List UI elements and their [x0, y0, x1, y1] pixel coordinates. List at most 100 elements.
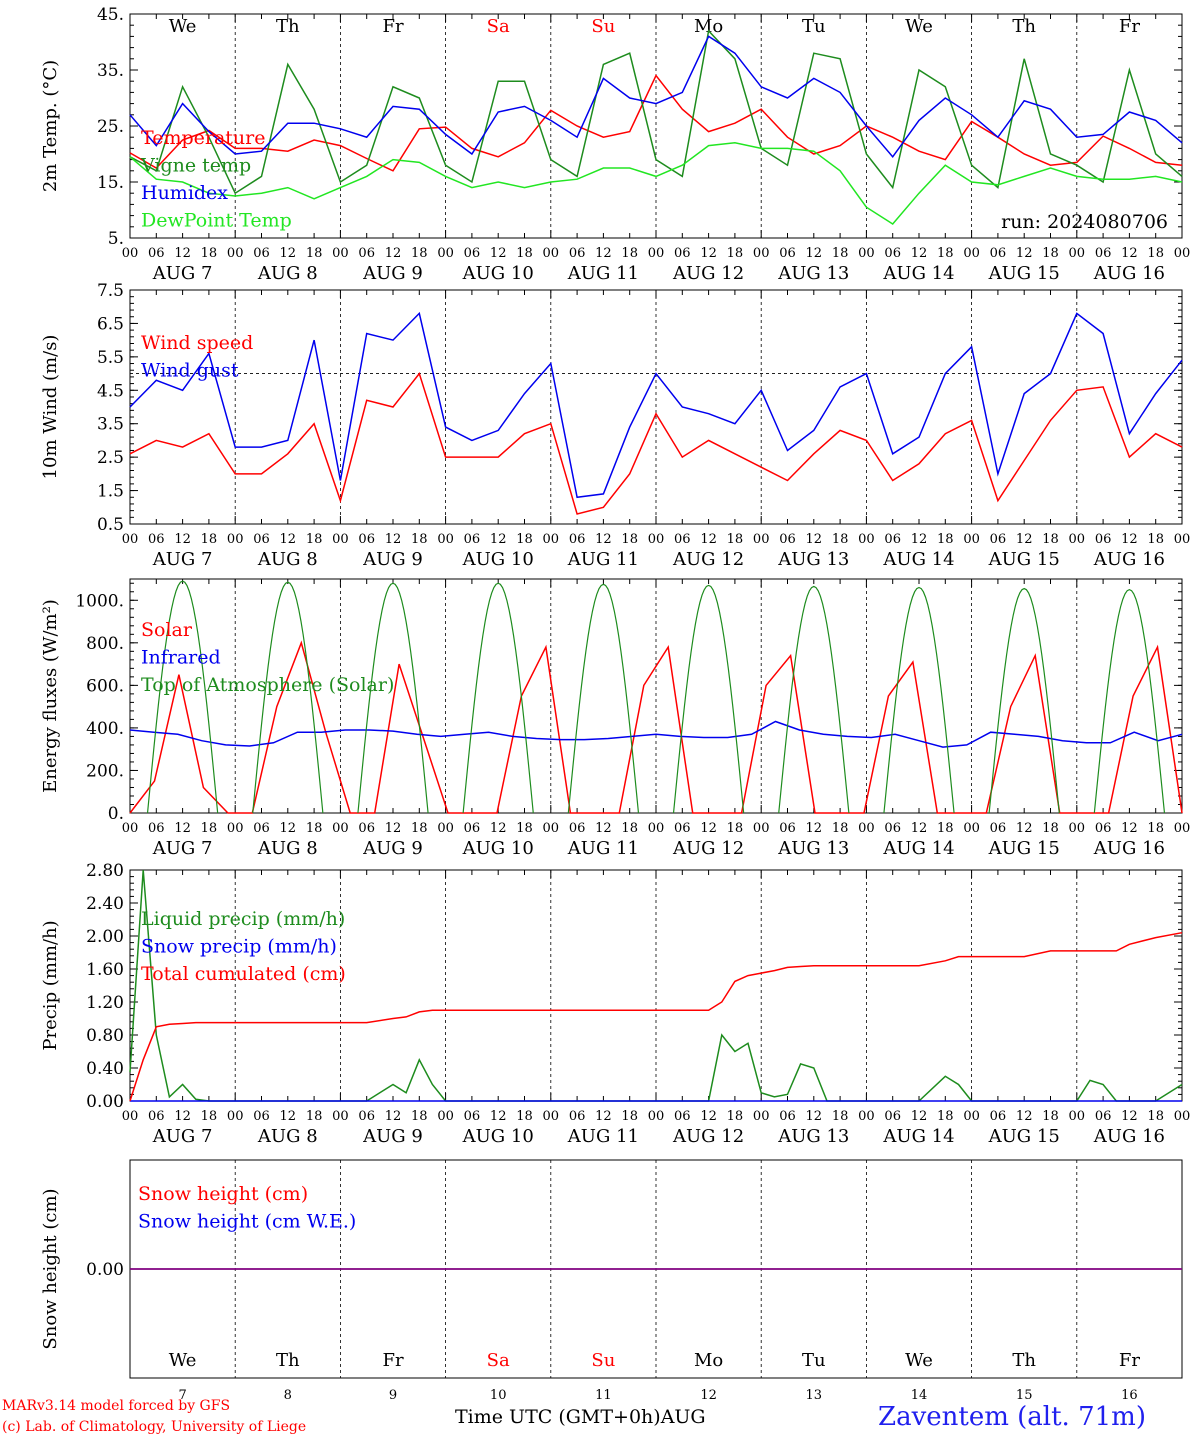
hour-label: 18: [516, 246, 533, 261]
hour-label: 12: [595, 821, 612, 836]
time-axis-label: Time UTC (GMT+0h)AUG: [455, 1406, 706, 1428]
hour-label: 00: [332, 1109, 349, 1124]
day-label: AUG 13: [777, 549, 849, 570]
day-number-label: 10: [490, 1388, 507, 1403]
day-label: AUG 7: [152, 549, 213, 570]
hour-label: 06: [464, 821, 481, 836]
legend-wind-speed: Wind speed: [141, 332, 253, 354]
weekday-label: Fr: [382, 1350, 403, 1371]
series-infrared: [129, 720, 1183, 748]
hour-label: 00: [1174, 532, 1191, 547]
y-tick-label: 4.5: [97, 381, 124, 401]
hour-label: 00: [1174, 821, 1191, 836]
hour-label: 18: [937, 1109, 954, 1124]
legend-dewpoint-temp: DewPoint Temp: [141, 210, 292, 232]
hour-label: 06: [779, 1109, 796, 1124]
hour-label: 18: [516, 1109, 533, 1124]
legend-snow-precip-mm-h-: Snow precip (mm/h): [141, 936, 337, 958]
weekday-label: We: [169, 1350, 197, 1371]
series-toa-day-0: [146, 580, 219, 814]
hour-label: 12: [1016, 246, 1033, 261]
weekday-label: We: [905, 16, 933, 37]
hour-label: 18: [1042, 532, 1059, 547]
legend-total-cumulated-cm-: Total cumulated (cm): [141, 963, 346, 985]
hour-label: 00: [858, 1109, 875, 1124]
series-wind-speed: [129, 372, 1183, 515]
hour-label: 00: [122, 246, 139, 261]
day-label: AUG 13: [777, 838, 849, 859]
hour-label: 12: [1016, 1109, 1033, 1124]
day-label: AUG 11: [567, 1126, 639, 1147]
y-tick-label: 1.60: [86, 960, 124, 980]
y-tick-label: 0.80: [86, 1026, 124, 1046]
hour-label: 12: [490, 532, 507, 547]
hour-label: 12: [700, 1109, 717, 1124]
hour-label: 18: [832, 246, 849, 261]
day-label: AUG 16: [1093, 838, 1165, 859]
hour-label: 06: [674, 1109, 691, 1124]
day-number-label: 8: [284, 1388, 292, 1403]
y-tick-label: 2.5: [97, 448, 124, 468]
y-tick-label: 3.5: [97, 415, 124, 435]
day-label: AUG 7: [152, 1126, 213, 1147]
y-tick-label: 7.5: [97, 281, 124, 301]
hour-label: 18: [832, 532, 849, 547]
series-toa-day-3: [462, 582, 534, 814]
hour-label: 06: [990, 532, 1007, 547]
y-axis-label: Precip (mm/h): [40, 920, 61, 1050]
hour-label: 18: [727, 246, 744, 261]
day-label: AUG 9: [362, 838, 423, 859]
hour-label: 12: [174, 1109, 191, 1124]
hour-label: 12: [700, 821, 717, 836]
series-vigne-temp: [129, 29, 1183, 195]
hour-label: 00: [1069, 246, 1086, 261]
hour-label: 00: [437, 246, 454, 261]
hour-label: 12: [1121, 1109, 1138, 1124]
hour-label: 12: [385, 532, 402, 547]
weekday-label: Su: [591, 16, 615, 37]
legend-solar: Solar: [141, 619, 193, 641]
weekday-label: Sa: [487, 1350, 510, 1371]
hour-label: 00: [122, 1109, 139, 1124]
hour-label: 18: [1042, 821, 1059, 836]
hour-label: 18: [1147, 1109, 1164, 1124]
hour-label: 06: [253, 1109, 270, 1124]
weekday-label: Th: [276, 1350, 300, 1371]
hour-label: 00: [543, 821, 560, 836]
hour-label: 00: [543, 246, 560, 261]
weekday-label: Tu: [802, 16, 826, 37]
hour-label: 18: [411, 532, 428, 547]
panel-frame-0: [129, 13, 1183, 239]
hour-label: 18: [727, 821, 744, 836]
hour-label: 06: [990, 1109, 1007, 1124]
hour-label: 00: [963, 1109, 980, 1124]
hour-label: 18: [411, 1109, 428, 1124]
day-label: AUG 11: [567, 263, 639, 284]
hour-label: 06: [358, 821, 375, 836]
y-tick-label: 1.20: [86, 993, 124, 1013]
weekday-label: Th: [1012, 1350, 1036, 1371]
series-toa-day-8: [988, 587, 1060, 814]
y-tick-label: 25.: [97, 117, 124, 137]
hour-label: 06: [1095, 821, 1112, 836]
hour-label: 06: [779, 246, 796, 261]
hour-label: 12: [700, 532, 717, 547]
y-tick-label: 6.5: [97, 314, 124, 334]
day-label: AUG 8: [257, 549, 318, 570]
day-label: AUG 12: [672, 1126, 744, 1147]
hour-label: 18: [411, 821, 428, 836]
y-tick-label: 35.: [97, 61, 124, 81]
hour-label: 06: [884, 532, 901, 547]
hour-label: 06: [1095, 246, 1112, 261]
hour-label: 00: [1069, 821, 1086, 836]
day-label: AUG 10: [462, 263, 534, 284]
hour-label: 12: [911, 532, 928, 547]
hour-label: 06: [674, 532, 691, 547]
day-label: AUG 13: [777, 1126, 849, 1147]
series-toa-day-4: [567, 583, 640, 814]
station-label: Zaventem (alt. 71m): [878, 1402, 1146, 1432]
y-tick-label: 800.: [86, 634, 124, 654]
day-label: AUG 16: [1093, 263, 1165, 284]
day-number-label: 16: [1121, 1388, 1138, 1403]
